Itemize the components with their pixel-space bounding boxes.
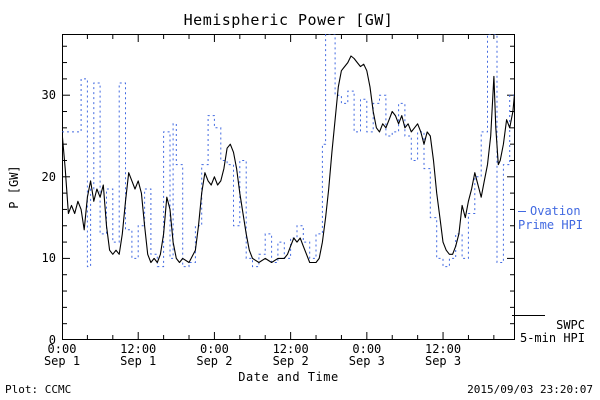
y-axis-label: P [GW]	[7, 165, 21, 209]
legend-swpc-marker-line	[512, 315, 545, 316]
legend-ovation: Ovation Prime HPI	[518, 204, 583, 232]
y-tick-label: 30	[41, 88, 56, 103]
footer-timestamp: 2015/09/03 23:20:07	[467, 383, 593, 396]
legend-swpc-label-2: 5-min HPI	[519, 331, 585, 345]
plot-area	[62, 34, 515, 340]
legend-ovation-marker-icon	[518, 211, 526, 212]
legend-ovation-row-1: Ovation	[518, 204, 583, 218]
legend-ovation-label-2: Prime HPI	[518, 218, 584, 232]
x-tick-label: 12:00 Sep 2	[272, 342, 309, 368]
legend-ovation-label-1: Ovation	[530, 204, 581, 218]
x-axis-label: Date and Time	[238, 370, 339, 384]
y-tick-label: 10	[41, 251, 56, 266]
x-tick-label: 12:00 Sep 1	[120, 342, 157, 368]
legend-swpc: SWPC 5-min HPI	[505, 319, 585, 345]
y-tick-label: 0	[48, 333, 56, 347]
x-tick-label: 0:00 Sep 1	[43, 342, 81, 368]
chart-title: Hemispheric Power [GW]	[183, 11, 394, 29]
legend-swpc-label-1: SWPC	[556, 318, 585, 332]
footer-plot-source: Plot: CCMC	[5, 383, 72, 396]
x-tick-label: 0:00 Sep 3	[348, 342, 385, 368]
x-tick-label: 12:00 Sep 3	[424, 342, 462, 368]
y-tick-label: 20	[41, 169, 56, 184]
x-tick-label: 0:00 Sep 2	[196, 342, 233, 368]
